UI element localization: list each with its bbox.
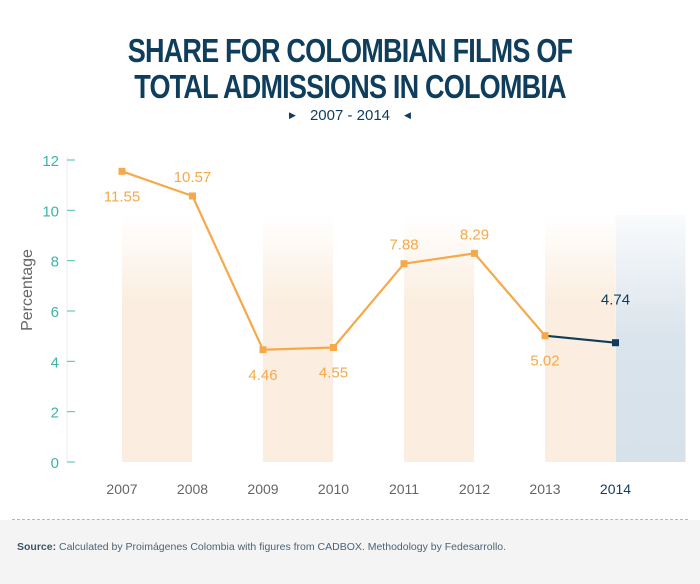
x-tick-label-2014: 2014	[600, 481, 631, 497]
period-subtitle: ▶ 2007 - 2014 ◀	[0, 107, 700, 124]
data-label-2014: 4.74	[601, 292, 630, 309]
source-note: Source: Calculated by Proimágenes Colomb…	[17, 541, 506, 553]
source-text: Calculated by Proimágenes Colombia with …	[56, 541, 507, 553]
data-point-2010	[330, 343, 337, 351]
x-tick-label-2011: 2011	[389, 481, 419, 497]
footer-divider	[12, 519, 688, 520]
y-tick-label-6: 6	[51, 304, 59, 321]
data-label-2011: 7.88	[389, 237, 418, 254]
data-label-2008: 10.57	[174, 169, 212, 186]
data-point-2012	[471, 249, 478, 257]
data-point-2013	[541, 332, 549, 340]
y-tick-label-4: 4	[51, 354, 59, 371]
data-point-2008	[189, 192, 196, 200]
x-tick-label-2009: 2009	[247, 481, 278, 497]
series-points	[118, 167, 619, 354]
y-tick-label-12: 12	[42, 153, 59, 170]
data-label-2012: 8.29	[460, 226, 489, 243]
x-tick-label-2008: 2008	[177, 481, 208, 497]
data-point-2007	[118, 167, 126, 175]
x-tick-label-2012: 2012	[459, 481, 490, 497]
right-arrow-icon: ▶	[289, 110, 296, 120]
band-2007	[122, 215, 192, 462]
x-tick-label-2007: 2007	[106, 481, 137, 497]
data-point-2009	[259, 346, 267, 354]
x-axis: 2007 2008 2009 2010 2011 2012 2013 2014	[106, 481, 631, 497]
band-2009	[263, 215, 333, 462]
chart-title-line-2: TOTAL ADMISSIONS IN COLOMBIA	[134, 68, 566, 105]
chart-title-line-1: SHARE FOR COLOMBIAN FILMS OF	[127, 32, 573, 69]
series-line-highlight	[544, 334, 616, 344]
x-tick-label-2010: 2010	[318, 481, 349, 497]
y-axis: 0 2 4 6 8 10 12	[42, 153, 75, 472]
data-label-2013: 5.02	[530, 353, 559, 370]
band-2014	[615, 215, 686, 462]
footer-background	[0, 520, 700, 584]
data-point-2011	[400, 260, 408, 268]
y-tick-label-10: 10	[42, 203, 59, 220]
y-tick-label-2: 2	[51, 405, 59, 422]
left-arrow-icon: ◀	[404, 110, 411, 120]
y-tick-label-0: 0	[51, 455, 59, 472]
y-axis-label: Percentage	[19, 249, 36, 331]
line-chart: 0 2 4 6 8 10 12 11.55 10.57 4.46 4.55 7.88 8.29 5.02…	[19, 153, 686, 497]
data-point-2014	[612, 339, 619, 347]
x-tick-label-2013: 2013	[529, 481, 560, 497]
data-label-2007: 11.55	[104, 188, 140, 205]
y-tick-label-8: 8	[51, 254, 59, 271]
data-label-2010: 4.55	[319, 364, 348, 381]
period-label: 2007 - 2014	[309, 107, 391, 124]
year-bands	[122, 215, 686, 462]
data-label-2009: 4.46	[248, 367, 277, 384]
data-labels: 11.55 10.57 4.46 4.55 7.88 8.29 5.02 4.74	[104, 169, 630, 384]
series-lines	[121, 170, 616, 351]
source-label: Source:	[17, 541, 57, 553]
